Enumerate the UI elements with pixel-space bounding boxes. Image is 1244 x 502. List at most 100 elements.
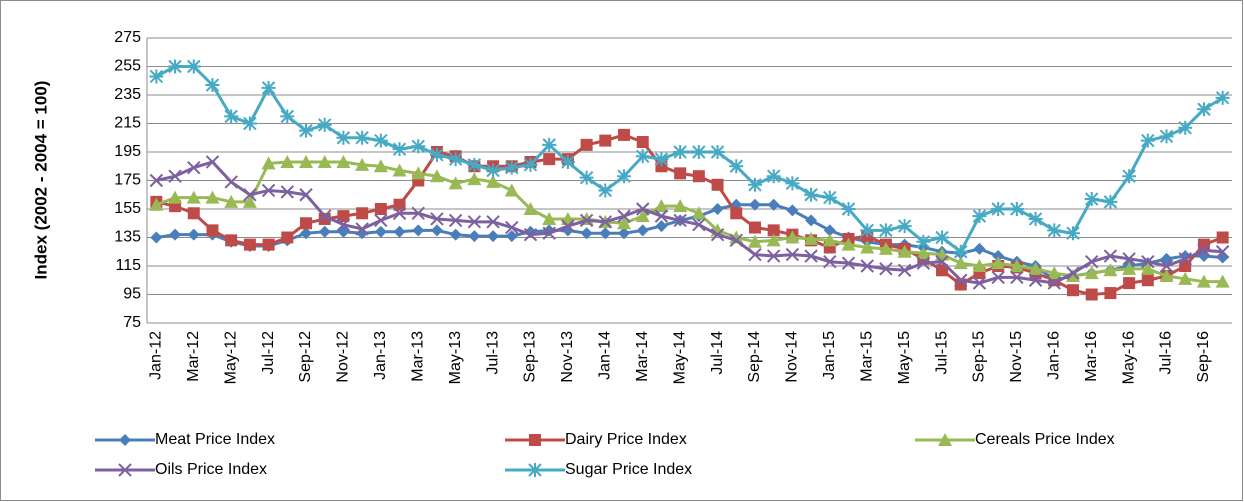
- marker: [938, 433, 952, 446]
- marker: [617, 209, 631, 223]
- marker: [119, 434, 131, 446]
- x-tick-label: Nov-12: [335, 331, 352, 383]
- marker: [635, 209, 650, 223]
- x-tick-label: Nov-15: [1008, 331, 1025, 383]
- marker: [766, 233, 781, 247]
- marker: [449, 228, 462, 241]
- marker: [766, 249, 781, 263]
- marker: [673, 199, 688, 213]
- legend-label: Meat Price Index: [155, 431, 275, 448]
- marker: [804, 187, 819, 202]
- marker: [860, 259, 874, 273]
- marker: [916, 234, 931, 249]
- marker: [242, 116, 257, 131]
- marker: [448, 213, 463, 228]
- marker: [467, 215, 482, 229]
- marker: [468, 230, 481, 243]
- marker: [655, 220, 668, 233]
- marker: [804, 231, 819, 245]
- marker: [1141, 274, 1154, 287]
- x-tick-label: Jul-15: [933, 331, 950, 375]
- x-tick-label: Sep-14: [746, 331, 763, 383]
- marker: [1047, 266, 1062, 280]
- marker: [636, 202, 650, 216]
- marker: [579, 170, 594, 185]
- marker: [317, 154, 332, 168]
- marker: [747, 234, 762, 248]
- marker: [972, 276, 987, 290]
- marker: [1065, 226, 1080, 241]
- marker: [430, 224, 443, 237]
- marker: [356, 207, 369, 220]
- marker: [1028, 273, 1043, 287]
- marker: [1215, 274, 1230, 288]
- marker: [373, 133, 388, 148]
- marker: [748, 247, 762, 262]
- marker: [411, 206, 425, 220]
- marker: [168, 169, 182, 183]
- marker: [448, 176, 463, 190]
- marker: [1140, 261, 1155, 275]
- marker: [392, 206, 407, 220]
- marker: [729, 159, 744, 174]
- marker: [598, 183, 613, 198]
- marker: [635, 149, 650, 164]
- marker: [300, 217, 313, 230]
- marker: [186, 59, 201, 74]
- marker: [860, 223, 875, 238]
- marker: [1140, 133, 1155, 148]
- marker: [225, 234, 238, 247]
- marker: [187, 207, 200, 220]
- marker: [1122, 252, 1136, 266]
- marker: [841, 237, 856, 251]
- marker: [336, 154, 351, 168]
- marker: [280, 185, 295, 199]
- marker: [1178, 271, 1193, 285]
- marker: [654, 152, 669, 167]
- marker: [580, 227, 593, 240]
- series-line: [156, 160, 1223, 285]
- marker: [486, 215, 500, 229]
- marker: [1103, 263, 1118, 277]
- marker: [748, 221, 761, 234]
- x-tick-label: Mar-12: [185, 331, 202, 382]
- marker: [505, 230, 518, 243]
- x-tick-label: Jul-13: [484, 331, 501, 375]
- marker: [579, 213, 594, 228]
- x-tick-label: May-13: [447, 331, 464, 384]
- marker: [149, 69, 164, 84]
- marker: [467, 157, 482, 172]
- marker: [972, 209, 987, 224]
- marker: [822, 233, 837, 247]
- marker: [972, 259, 987, 272]
- marker: [954, 273, 968, 287]
- x-tick-label: Nov-14: [784, 331, 801, 383]
- y-tick-label: 95: [123, 286, 141, 303]
- marker: [1103, 249, 1118, 263]
- marker: [150, 231, 163, 244]
- marker: [823, 255, 837, 269]
- y-tick-label: 75: [123, 314, 141, 331]
- y-axis-title: Index (2002 - 2004 = 100): [31, 81, 50, 280]
- marker: [1009, 259, 1024, 272]
- y-tick-label: 115: [115, 257, 141, 274]
- marker: [149, 173, 164, 188]
- marker: [560, 154, 575, 169]
- y-tick-label: 135: [114, 229, 141, 246]
- marker: [374, 203, 387, 215]
- marker: [543, 153, 556, 166]
- marker: [916, 256, 931, 270]
- marker: [486, 174, 501, 188]
- marker: [337, 210, 350, 223]
- x-tick-label: May-16: [1120, 331, 1137, 384]
- marker: [1159, 129, 1174, 144]
- marker: [935, 230, 950, 245]
- marker: [317, 117, 332, 132]
- y-tick-label: 175: [114, 172, 141, 189]
- marker: [1028, 261, 1043, 275]
- marker: [823, 224, 836, 237]
- marker: [168, 190, 183, 204]
- marker: [1122, 169, 1137, 184]
- marker: [766, 169, 781, 184]
